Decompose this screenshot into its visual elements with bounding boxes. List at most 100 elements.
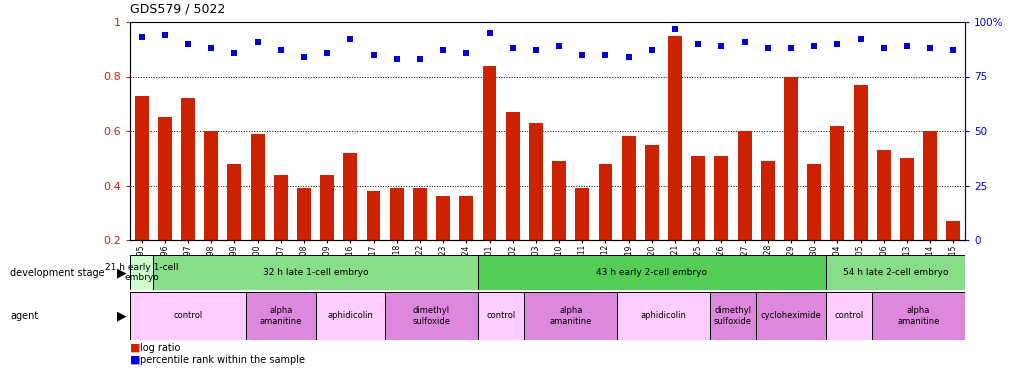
- Bar: [385, 292, 478, 340]
- Text: log ratio: log ratio: [140, 343, 180, 353]
- Point: [179, 41, 196, 47]
- Text: control: control: [173, 312, 203, 321]
- Point: [759, 45, 775, 51]
- Text: development stage: development stage: [10, 267, 105, 278]
- Point: [296, 54, 312, 60]
- Point: [458, 50, 474, 55]
- Point: [712, 43, 729, 49]
- Bar: [389, 188, 404, 294]
- Bar: [180, 98, 195, 294]
- Text: alpha
amanitine: alpha amanitine: [549, 306, 591, 326]
- Point: [133, 34, 150, 40]
- Bar: [598, 164, 611, 294]
- Bar: [806, 164, 820, 294]
- Point: [736, 39, 752, 45]
- Point: [272, 47, 288, 53]
- Point: [828, 41, 845, 47]
- Point: [898, 43, 914, 49]
- Bar: [755, 292, 825, 340]
- Point: [643, 47, 659, 53]
- Point: [620, 54, 636, 60]
- Bar: [436, 196, 449, 294]
- Point: [921, 45, 937, 51]
- Bar: [871, 292, 964, 340]
- Bar: [760, 161, 774, 294]
- Bar: [251, 134, 264, 294]
- Bar: [366, 191, 380, 294]
- Bar: [691, 156, 704, 294]
- Bar: [129, 255, 153, 290]
- Point: [574, 52, 590, 58]
- Point: [527, 47, 543, 53]
- Point: [597, 52, 613, 58]
- Point: [365, 52, 381, 58]
- Point: [690, 41, 706, 47]
- Bar: [551, 161, 566, 294]
- Bar: [153, 255, 478, 290]
- Bar: [343, 153, 357, 294]
- Point: [805, 43, 821, 49]
- Bar: [478, 255, 825, 290]
- Bar: [644, 145, 658, 294]
- Bar: [946, 221, 960, 294]
- Text: 43 h early 2-cell embryo: 43 h early 2-cell embryo: [596, 268, 707, 277]
- Text: dimethyl
sulfoxide: dimethyl sulfoxide: [412, 306, 450, 326]
- Bar: [784, 76, 797, 294]
- Bar: [204, 131, 218, 294]
- Bar: [246, 292, 315, 340]
- Bar: [829, 126, 844, 294]
- Bar: [575, 188, 589, 294]
- Point: [945, 47, 961, 53]
- Bar: [129, 292, 246, 340]
- Bar: [315, 292, 385, 340]
- Text: control: control: [834, 312, 863, 321]
- Bar: [273, 175, 287, 294]
- Text: 21 h early 1-cell
embryο: 21 h early 1-cell embryο: [105, 263, 178, 282]
- Point: [783, 45, 799, 51]
- Point: [388, 56, 405, 62]
- Bar: [320, 175, 334, 294]
- Bar: [616, 292, 709, 340]
- Text: aphidicolin: aphidicolin: [327, 312, 373, 321]
- Text: ■: ■: [129, 343, 144, 353]
- Bar: [876, 150, 890, 294]
- Point: [481, 30, 497, 36]
- Text: aphidicolin: aphidicolin: [640, 312, 686, 321]
- Text: cycloheximide: cycloheximide: [760, 312, 820, 321]
- Bar: [922, 131, 936, 294]
- Text: alpha
amanitine: alpha amanitine: [259, 306, 302, 326]
- Point: [550, 43, 567, 49]
- Bar: [459, 196, 473, 294]
- Point: [341, 36, 358, 42]
- Point: [203, 45, 219, 51]
- Text: alpha
amanitine: alpha amanitine: [897, 306, 938, 326]
- Text: ▶: ▶: [117, 309, 126, 322]
- Point: [504, 45, 521, 51]
- Bar: [529, 123, 542, 294]
- Bar: [135, 96, 149, 294]
- Point: [250, 39, 266, 45]
- Point: [157, 32, 173, 38]
- Text: 54 h late 2-cell embryo: 54 h late 2-cell embryo: [842, 268, 948, 277]
- Bar: [713, 156, 728, 294]
- Text: control: control: [486, 312, 516, 321]
- Bar: [825, 292, 871, 340]
- Bar: [709, 292, 755, 340]
- Bar: [227, 164, 242, 294]
- Bar: [478, 292, 524, 340]
- Text: 32 h late 1-cell embryo: 32 h late 1-cell embryo: [263, 268, 368, 277]
- Bar: [667, 36, 682, 294]
- Text: GDS579 / 5022: GDS579 / 5022: [129, 2, 225, 15]
- Bar: [413, 188, 427, 294]
- Point: [226, 50, 243, 55]
- Text: ▶: ▶: [117, 266, 126, 279]
- Bar: [524, 292, 616, 340]
- Text: ■: ■: [129, 355, 144, 365]
- Point: [852, 36, 868, 42]
- Bar: [482, 66, 496, 294]
- Text: agent: agent: [10, 311, 39, 321]
- Bar: [622, 136, 635, 294]
- Text: dimethyl
sulfoxide: dimethyl sulfoxide: [713, 306, 751, 326]
- Bar: [297, 188, 311, 294]
- Bar: [899, 158, 913, 294]
